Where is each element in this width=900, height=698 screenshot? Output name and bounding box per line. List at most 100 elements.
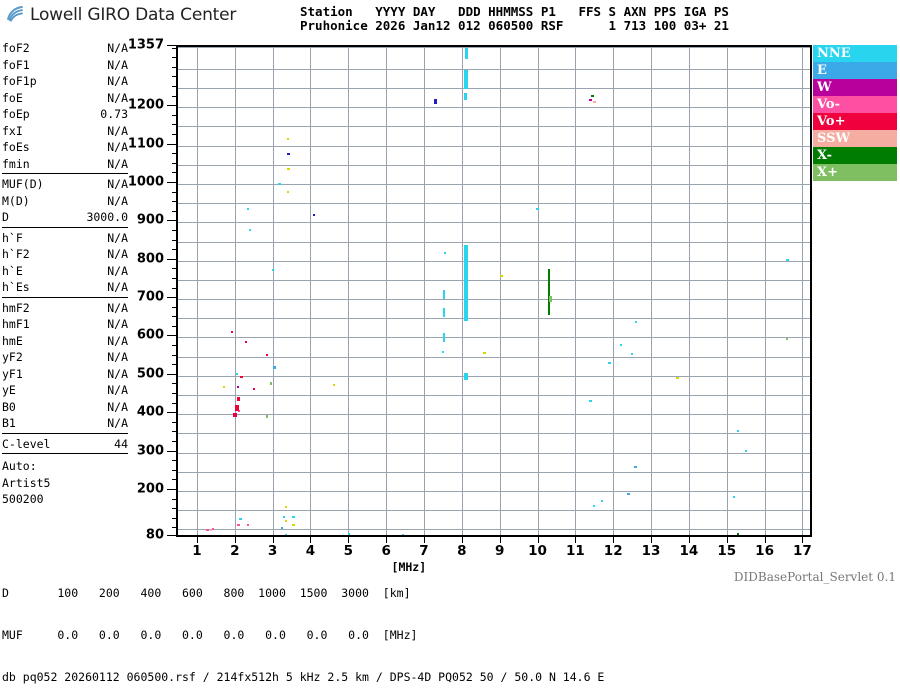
x-tick-mark: [423, 537, 425, 543]
legend-item-vo-[interactable]: Vo+: [813, 113, 897, 130]
param-label: h`F: [2, 230, 23, 245]
y-tick-label: 200: [136, 481, 164, 497]
param-group: foF2 N/A foF1 N/A foF1p N/A foE N/A foEp 0.73 fxI N…: [2, 40, 128, 174]
echo-trace-point: [236, 386, 239, 389]
param-value: N/A: [107, 280, 128, 294]
legend-item-x-[interactable]: X+: [813, 164, 897, 181]
echo-trace-point: [593, 505, 596, 508]
x-tick-mark: [499, 537, 501, 543]
echo-trace-point: [244, 341, 248, 344]
x-tick-label: 6: [381, 543, 391, 559]
param-label: hmF1: [2, 317, 30, 331]
y-axis-line: [176, 45, 178, 537]
x-tick-label: 9: [494, 543, 505, 559]
legend-item-x-[interactable]: X-: [813, 147, 897, 164]
parameter-panel: foF2 N/A foF1 N/A foF1p N/A foE N/A foEp 0.73 fxI N…: [2, 40, 128, 508]
grid-line-vertical: [726, 47, 728, 537]
grid-line-vertical: [651, 47, 653, 537]
echo-trace-point: [237, 523, 240, 526]
y-tick-minor: [172, 383, 178, 385]
echo-trace-point: [286, 190, 289, 193]
legend-item-e[interactable]: E: [813, 62, 897, 79]
y-tick-minor: [172, 287, 178, 289]
param-value: N/A: [107, 416, 128, 430]
grid-line-horizontal: [178, 471, 810, 473]
echo-trace-point: [248, 229, 252, 232]
echo-trace-point: [332, 383, 336, 386]
echo-trace-point: [287, 167, 290, 170]
y-tick-minor: [172, 421, 178, 423]
grid-line-vertical: [575, 47, 577, 537]
legend-item-ssw[interactable]: SSW: [813, 130, 897, 147]
param-value: N/A: [107, 156, 128, 171]
param-label: foE: [2, 90, 23, 105]
echo-trace-point: [240, 375, 243, 378]
echo-trace-point: [433, 98, 437, 105]
param-row: hmF2 N/A: [2, 300, 128, 317]
y-tick-minor: [172, 76, 178, 78]
station-columns-line: Station YYYY DAY DDD HHMMSS P1 FFS S AXN…: [300, 4, 729, 19]
grid-line-horizontal: [178, 279, 810, 281]
param-row: hmF1 N/A: [2, 316, 128, 333]
echo-trace-point: [441, 350, 444, 354]
param-row: MUF(D) N/A: [2, 176, 128, 193]
echo-trace-point: [280, 526, 284, 529]
echo-trace-point: [589, 400, 592, 403]
param-row: B1 N/A: [2, 415, 128, 432]
y-tick-minor: [172, 316, 178, 318]
echo-trace-point: [235, 372, 238, 376]
grid-line-vertical: [234, 47, 236, 537]
footer-db-row: db pq052 20260112 060500.rsf / 214fx512h…: [2, 670, 605, 684]
echo-trace-point: [272, 269, 275, 272]
param-value: N/A: [107, 350, 128, 364]
echo-trace-point: [278, 182, 281, 185]
x-tick-label: 10: [528, 543, 547, 559]
y-tick-major: [167, 45, 178, 46]
echo-trace-point: [252, 388, 255, 391]
giro-wifi-arc-icon: [6, 4, 28, 26]
y-tick-major: [167, 335, 178, 337]
x-tick-label: 12: [603, 543, 623, 559]
param-row: foEs N/A: [2, 139, 128, 156]
echo-trace-point: [265, 353, 269, 356]
legend-item-nne[interactable]: NNE: [813, 45, 897, 62]
param-label: hmF2: [2, 300, 30, 315]
legend-item-w[interactable]: W: [813, 79, 897, 96]
param-label: hmE: [2, 333, 23, 348]
echo-trace-point: [443, 252, 446, 255]
param-row: C-level 44: [2, 436, 128, 453]
x-tick-mark: [537, 537, 539, 543]
y-tick-minor: [172, 527, 178, 529]
param-row: fmin N/A: [2, 156, 128, 173]
legend-item-vo-[interactable]: Vo-: [813, 96, 897, 113]
x-axis-unit-label: [MHz]: [391, 560, 427, 574]
y-tick-major: [167, 297, 178, 299]
param-label: h`Es: [2, 280, 30, 294]
echo-trace-point: [234, 405, 239, 412]
param-row: foF1p N/A: [2, 73, 128, 90]
echo-trace-point: [442, 308, 445, 317]
param-label: B0: [2, 399, 16, 414]
x-tick-mark: [802, 537, 804, 543]
x-tick-label: 8: [457, 543, 467, 559]
param-value: N/A: [107, 317, 128, 331]
param-value: N/A: [107, 177, 128, 191]
param-row: h`E N/A: [2, 263, 128, 280]
y-tick-label: 80: [145, 527, 164, 543]
grid-line-vertical: [499, 47, 501, 537]
param-value: N/A: [107, 247, 128, 261]
echo-trace-point: [246, 523, 250, 526]
x-tick-mark: [272, 537, 274, 543]
servlet-version-label: DIDBasePortal_Servlet 0.1: [733, 570, 896, 584]
y-tick-major: [167, 143, 178, 145]
param-value: N/A: [107, 74, 128, 88]
param-label: MUF(D): [2, 177, 44, 191]
grid-line-horizontal: [178, 356, 810, 358]
y-tick-minor: [172, 47, 178, 49]
auto-scaler-block: Auto: Artist5 500200: [2, 456, 128, 508]
echo-trace-point: [282, 515, 286, 518]
echo-trace-point: [284, 506, 287, 509]
echo-trace-point: [500, 275, 503, 278]
grid-line-horizontal: [178, 183, 810, 185]
grid-line-vertical: [537, 47, 539, 537]
